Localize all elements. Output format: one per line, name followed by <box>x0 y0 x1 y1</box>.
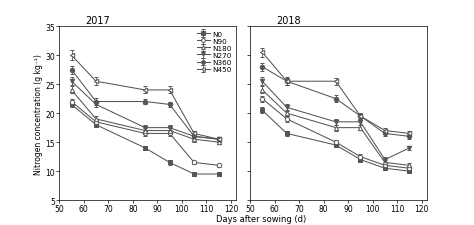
Text: 2018: 2018 <box>276 16 301 26</box>
Text: 2017: 2017 <box>86 16 110 26</box>
Text: Days after sowing (d): Days after sowing (d) <box>216 214 306 223</box>
Legend: N0, N90, N180, N270, N360, N450: N0, N90, N180, N270, N360, N450 <box>196 31 232 74</box>
Y-axis label: Nitrogen concentration (g kg⁻¹): Nitrogen concentration (g kg⁻¹) <box>34 54 43 174</box>
